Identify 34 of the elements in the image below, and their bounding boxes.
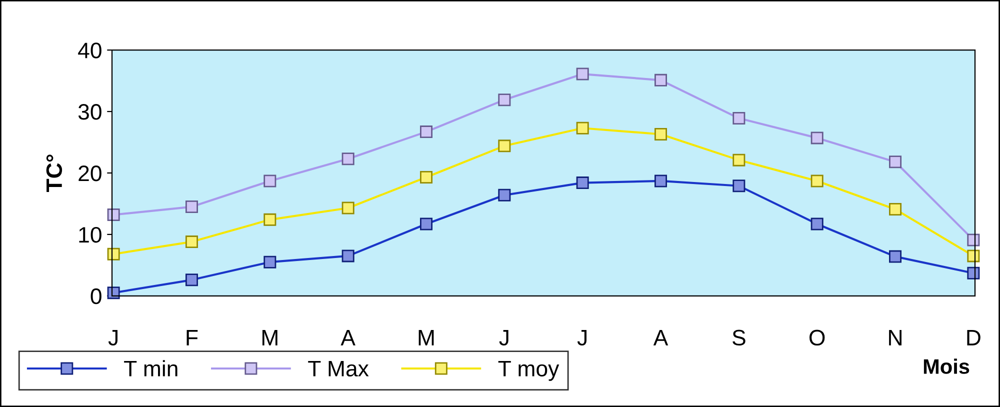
x-tick-label: J <box>108 330 118 346</box>
point <box>810 132 824 144</box>
x-tick-label: J <box>499 330 508 346</box>
point <box>576 68 589 80</box>
point <box>654 74 668 86</box>
x-tick-label: M <box>418 330 434 346</box>
point <box>498 94 511 106</box>
point <box>342 152 354 166</box>
legend-label: T min <box>124 360 178 376</box>
point <box>185 200 198 214</box>
point <box>107 208 120 222</box>
x-tick-label: F <box>186 330 198 346</box>
y-tick-label: 40 <box>78 42 102 58</box>
x-tick-label: O <box>810 330 825 346</box>
point <box>420 126 432 138</box>
x-tick-label: J <box>577 330 586 346</box>
y-tick-label: 30 <box>78 104 102 120</box>
x-tick-label: M <box>262 330 278 346</box>
x-tick-label: N <box>889 330 902 346</box>
point <box>889 156 902 168</box>
point <box>967 234 980 246</box>
legend-label: T moy <box>498 360 560 381</box>
x-tick-label: S <box>732 330 746 346</box>
y-tick-label: 0 <box>90 288 102 304</box>
y-tick-label: 20 <box>78 166 102 182</box>
x-tick-label: D <box>967 330 980 346</box>
x-tick-label: A <box>653 330 668 346</box>
y-axis-title: TC° <box>46 154 62 192</box>
legend-label: T Max <box>308 360 369 377</box>
point <box>264 174 276 188</box>
y-tick-label: 10 <box>79 226 102 243</box>
x-tick-label: A <box>340 330 356 346</box>
point <box>732 112 746 125</box>
x-axis-title: Mois <box>924 358 970 374</box>
